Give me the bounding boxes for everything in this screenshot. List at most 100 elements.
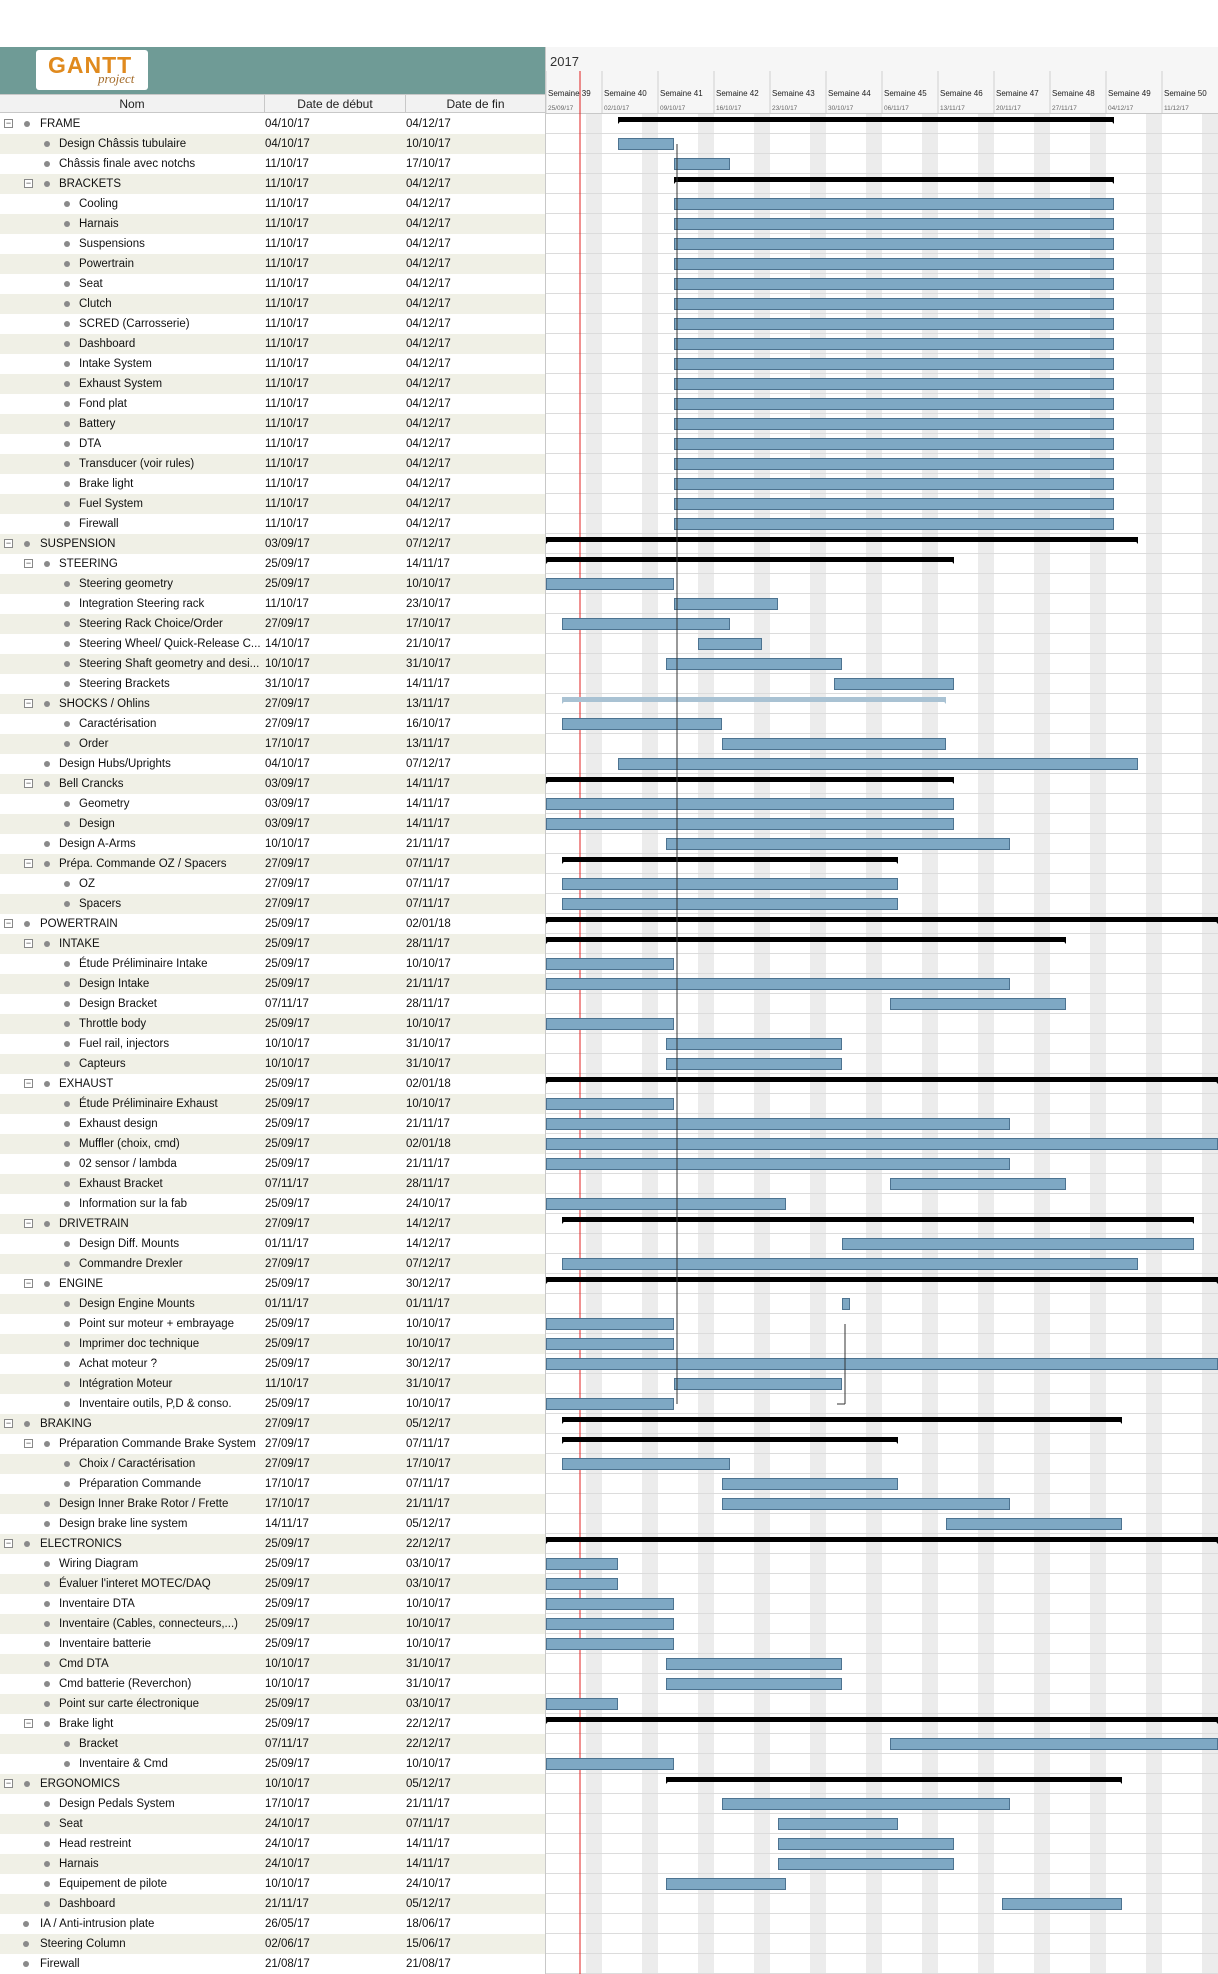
task-row[interactable]: Harnais 24/10/17 14/11/17 bbox=[0, 1854, 546, 1874]
collapse-toggle-icon[interactable]: − bbox=[4, 1418, 13, 1428]
task-row[interactable]: Design Engine Mounts 01/11/17 01/11/17 bbox=[0, 1294, 546, 1314]
task-row[interactable]: Point sur carte électronique 25/09/17 03/1… bbox=[0, 1694, 546, 1714]
task-row[interactable]: Seat 11/10/17 04/12/17 bbox=[0, 274, 546, 294]
task-row[interactable]: Muffler (choix, cmd) 25/09/17 02/01/18 bbox=[0, 1134, 546, 1154]
task-row[interactable]: Steering geometry 25/09/17 10/10/17 bbox=[0, 574, 546, 594]
task-row[interactable]: Spacers 27/09/17 07/11/17 bbox=[0, 894, 546, 914]
task-row[interactable]: Achat moteur ? 25/09/17 30/12/17 bbox=[0, 1354, 546, 1374]
task-row[interactable]: OZ 27/09/17 07/11/17 bbox=[0, 874, 546, 894]
task-row[interactable]: Harnais 11/10/17 04/12/17 bbox=[0, 214, 546, 234]
task-row[interactable]: Steering Rack Choice/Order 27/09/17 17/10/… bbox=[0, 614, 546, 634]
task-row[interactable]: Étude Préliminaire Intake 25/09/17 10/10/1… bbox=[0, 954, 546, 974]
collapse-toggle-icon[interactable]: − bbox=[24, 698, 33, 708]
task-row[interactable]: Firewall 21/08/17 21/08/17 bbox=[0, 1954, 546, 1974]
task-row[interactable]: Exhaust System 11/10/17 04/12/17 bbox=[0, 374, 546, 394]
task-row[interactable]: Intake System 11/10/17 04/12/17 bbox=[0, 354, 546, 374]
task-row[interactable]: Steering Column 02/06/17 15/06/17 bbox=[0, 1934, 546, 1954]
task-row[interactable]: Étude Préliminaire Exhaust 25/09/17 10/10/… bbox=[0, 1094, 546, 1114]
task-row[interactable]: − STEERING 25/09/17 14/11/17 bbox=[0, 554, 546, 574]
task-row[interactable]: − Prépa. Commande OZ / Spacers 27/09/17 07/… bbox=[0, 854, 546, 874]
task-row[interactable]: Suspensions 11/10/17 04/12/17 bbox=[0, 234, 546, 254]
collapse-toggle-icon[interactable]: − bbox=[4, 538, 13, 548]
column-header-name[interactable]: Nom bbox=[0, 95, 265, 113]
task-row[interactable]: Châssis finale avec notchs 11/10/17 17/10/… bbox=[0, 154, 546, 174]
task-row[interactable]: Évaluer l'interet MOTEC/DAQ 25/09/17 03/10… bbox=[0, 1574, 546, 1594]
task-row[interactable]: Inventaire DTA 25/09/17 10/10/17 bbox=[0, 1594, 546, 1614]
task-row[interactable]: Choix / Caractérisation 27/09/17 17/10/17 bbox=[0, 1454, 546, 1474]
task-row[interactable]: Imprimer doc technique 25/09/17 10/10/17 bbox=[0, 1334, 546, 1354]
task-row[interactable]: − BRAKING 27/09/17 05/12/17 bbox=[0, 1414, 546, 1434]
task-row[interactable]: Intégration Moteur 11/10/17 31/10/17 bbox=[0, 1374, 546, 1394]
task-row[interactable]: Inventaire batterie 25/09/17 10/10/17 bbox=[0, 1634, 546, 1654]
task-row[interactable]: Capteurs 10/10/17 31/10/17 bbox=[0, 1054, 546, 1074]
collapse-toggle-icon[interactable]: − bbox=[4, 1538, 13, 1548]
task-row[interactable]: − INTAKE 25/09/17 28/11/17 bbox=[0, 934, 546, 954]
collapse-toggle-icon[interactable]: − bbox=[24, 938, 33, 948]
task-row[interactable]: Information sur la fab 25/09/17 24/10/17 bbox=[0, 1194, 546, 1214]
task-row[interactable]: − SHOCKS / Ohlins 27/09/17 13/11/17 bbox=[0, 694, 546, 714]
task-row[interactable]: Brake light 11/10/17 04/12/17 bbox=[0, 474, 546, 494]
collapse-toggle-icon[interactable]: − bbox=[4, 118, 13, 128]
task-row[interactable]: Design A-Arms 10/10/17 21/11/17 bbox=[0, 834, 546, 854]
task-row[interactable]: − Préparation Commande Brake System 27/09/… bbox=[0, 1434, 546, 1454]
task-row[interactable]: Exhaust design 25/09/17 21/11/17 bbox=[0, 1114, 546, 1134]
task-row[interactable]: Inventaire outils, P,D & conso. 25/09/17 1… bbox=[0, 1394, 546, 1414]
collapse-toggle-icon[interactable]: − bbox=[24, 558, 33, 568]
task-row[interactable]: − DRIVETRAIN 27/09/17 14/12/17 bbox=[0, 1214, 546, 1234]
collapse-toggle-icon[interactable]: − bbox=[24, 178, 33, 188]
task-row[interactable]: Dashboard 11/10/17 04/12/17 bbox=[0, 334, 546, 354]
task-row[interactable]: DTA 11/10/17 04/12/17 bbox=[0, 434, 546, 454]
task-row[interactable]: Integration Steering rack 11/10/17 23/10/1… bbox=[0, 594, 546, 614]
task-row[interactable]: Préparation Commande 17/10/17 07/11/17 bbox=[0, 1474, 546, 1494]
task-row[interactable]: Design Bracket 07/11/17 28/11/17 bbox=[0, 994, 546, 1014]
task-row[interactable]: − ERGONOMICS 10/10/17 05/12/17 bbox=[0, 1774, 546, 1794]
task-row[interactable]: Design Pedals System 17/10/17 21/11/17 bbox=[0, 1794, 546, 1814]
task-row[interactable]: − EXHAUST 25/09/17 02/01/18 bbox=[0, 1074, 546, 1094]
task-row[interactable]: Caractérisation 27/09/17 16/10/17 bbox=[0, 714, 546, 734]
task-row[interactable]: Design 03/09/17 14/11/17 bbox=[0, 814, 546, 834]
task-row[interactable]: − SUSPENSION 03/09/17 07/12/17 bbox=[0, 534, 546, 554]
task-row[interactable]: Wiring Diagram 25/09/17 03/10/17 bbox=[0, 1554, 546, 1574]
task-row[interactable]: Fuel rail, injectors 10/10/17 31/10/17 bbox=[0, 1034, 546, 1054]
collapse-toggle-icon[interactable]: − bbox=[24, 1438, 33, 1448]
task-row[interactable]: 02 sensor / lambda 25/09/17 21/11/17 bbox=[0, 1154, 546, 1174]
task-row[interactable]: IA / Anti-intrusion plate 26/05/17 18/06/1… bbox=[0, 1914, 546, 1934]
task-row[interactable]: Point sur moteur + embrayage 25/09/17 10/1… bbox=[0, 1314, 546, 1334]
column-header-end[interactable]: Date de fin bbox=[406, 95, 546, 113]
task-row[interactable]: − Bell Crancks 03/09/17 14/11/17 bbox=[0, 774, 546, 794]
task-row[interactable]: Design brake line system 14/11/17 05/12/17 bbox=[0, 1514, 546, 1534]
task-row[interactable]: Head restreint 24/10/17 14/11/17 bbox=[0, 1834, 546, 1854]
task-row[interactable]: Seat 24/10/17 07/11/17 bbox=[0, 1814, 546, 1834]
task-row[interactable]: − Brake light 25/09/17 22/12/17 bbox=[0, 1714, 546, 1734]
task-row[interactable]: Geometry 03/09/17 14/11/17 bbox=[0, 794, 546, 814]
task-row[interactable]: Battery 11/10/17 04/12/17 bbox=[0, 414, 546, 434]
collapse-toggle-icon[interactable]: − bbox=[24, 1078, 33, 1088]
task-row[interactable]: Design Diff. Mounts 01/11/17 14/12/17 bbox=[0, 1234, 546, 1254]
task-row[interactable]: Design Inner Brake Rotor / Frette 17/10/1… bbox=[0, 1494, 546, 1514]
task-row[interactable]: Order 17/10/17 13/11/17 bbox=[0, 734, 546, 754]
gantt-chart[interactable]: Semaine 39 25/09/17 Semaine 40 02/10/17 Sema… bbox=[546, 47, 1218, 1974]
task-row[interactable]: Firewall 11/10/17 04/12/17 bbox=[0, 514, 546, 534]
task-row[interactable]: Transducer (voir rules) 11/10/17 04/12/17 bbox=[0, 454, 546, 474]
task-row[interactable]: Clutch 11/10/17 04/12/17 bbox=[0, 294, 546, 314]
task-row[interactable]: Dashboard 21/11/17 05/12/17 bbox=[0, 1894, 546, 1914]
task-row[interactable]: Inventaire (Cables, connecteurs,...) 25/0… bbox=[0, 1614, 546, 1634]
task-row[interactable]: Cmd DTA 10/10/17 31/10/17 bbox=[0, 1654, 546, 1674]
task-row[interactable]: − POWERTRAIN 25/09/17 02/01/18 bbox=[0, 914, 546, 934]
collapse-toggle-icon[interactable]: − bbox=[24, 1218, 33, 1228]
task-row[interactable]: Cooling 11/10/17 04/12/17 bbox=[0, 194, 546, 214]
task-row[interactable]: Fond plat 11/10/17 04/12/17 bbox=[0, 394, 546, 414]
collapse-toggle-icon[interactable]: − bbox=[24, 778, 33, 788]
collapse-toggle-icon[interactable]: − bbox=[4, 1778, 13, 1788]
task-row[interactable]: Commandre Drexler 27/09/17 07/12/17 bbox=[0, 1254, 546, 1274]
task-row[interactable]: Fuel System 11/10/17 04/12/17 bbox=[0, 494, 546, 514]
task-row[interactable]: SCRED (Carrosserie) 11/10/17 04/12/17 bbox=[0, 314, 546, 334]
collapse-toggle-icon[interactable]: − bbox=[4, 918, 13, 928]
splitter[interactable] bbox=[545, 47, 546, 1974]
task-row[interactable]: Exhaust Bracket 07/11/17 28/11/17 bbox=[0, 1174, 546, 1194]
task-row[interactable]: Steering Shaft geometry and desi... 10/10… bbox=[0, 654, 546, 674]
task-row[interactable]: Bracket 07/11/17 22/12/17 bbox=[0, 1734, 546, 1754]
column-header-start[interactable]: Date de début bbox=[265, 95, 406, 113]
collapse-toggle-icon[interactable]: − bbox=[24, 1718, 33, 1728]
task-row[interactable]: Steering Wheel/ Quick-Release C... 14/10/… bbox=[0, 634, 546, 654]
